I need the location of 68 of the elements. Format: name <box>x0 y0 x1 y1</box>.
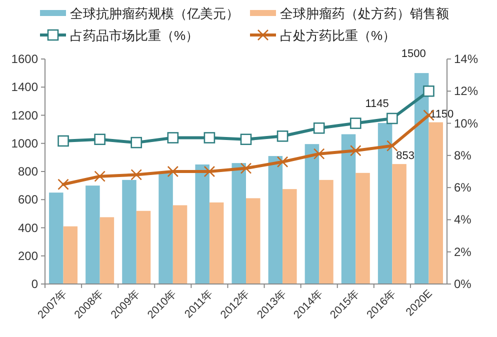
bar <box>378 122 392 284</box>
point <box>386 112 398 124</box>
legend-label: 占药品市场比重（%） <box>70 28 199 43</box>
y-tick-label: 1400 <box>11 80 38 94</box>
y2-tick-label: 0% <box>454 277 472 291</box>
point <box>313 148 325 160</box>
y2-tick-label: 6% <box>454 180 472 195</box>
bar <box>232 163 246 284</box>
bar <box>209 202 224 284</box>
bar <box>172 205 188 284</box>
point <box>423 85 434 97</box>
y-tick-label: 1200 <box>11 108 38 122</box>
point <box>167 166 179 178</box>
point <box>240 134 252 146</box>
bar <box>282 189 297 284</box>
point <box>58 178 69 190</box>
bar <box>49 192 64 284</box>
y2-tick-label: 8% <box>454 148 472 162</box>
bar <box>136 210 151 284</box>
point <box>350 118 362 129</box>
y2-tick-label: 2% <box>454 244 472 259</box>
data-label: 1500 <box>401 48 426 60</box>
y-tick-label: 400 <box>18 220 38 235</box>
point <box>94 170 106 182</box>
bar <box>268 156 283 284</box>
bar <box>63 226 78 284</box>
point <box>130 169 142 180</box>
y-tick-label: 600 <box>18 192 38 207</box>
bar <box>341 134 356 284</box>
data-label: 1150 <box>430 108 454 120</box>
y2-tick-label: 4% <box>454 212 472 227</box>
y2-tick-label: 12% <box>454 84 478 98</box>
bar <box>246 198 260 284</box>
y-tick-label: 800 <box>18 164 38 178</box>
data-label: 853 <box>396 150 414 162</box>
point <box>386 140 398 152</box>
bar <box>428 122 443 284</box>
data-label: 1145 <box>365 98 389 110</box>
bar <box>319 180 334 284</box>
legend-label: 全球抗肿瘤药规模（亿美元） <box>70 6 239 21</box>
bar <box>158 172 173 284</box>
y-tick-label: 200 <box>18 248 38 263</box>
point <box>94 134 106 146</box>
point <box>313 122 325 134</box>
y-tick-label: 1000 <box>11 136 38 150</box>
point <box>204 166 216 178</box>
point <box>276 156 288 168</box>
legend-label: 占处方药比重（%） <box>280 28 396 43</box>
point <box>58 135 69 147</box>
point <box>204 132 216 144</box>
bar <box>356 172 370 284</box>
y2-tick-label: 10% <box>454 116 478 130</box>
point <box>130 136 142 148</box>
point <box>240 162 252 174</box>
bar <box>122 180 136 284</box>
bar <box>414 73 429 284</box>
bar <box>86 186 100 284</box>
point <box>167 132 179 144</box>
legend-label: 全球肿瘤药（处方药）销售额 <box>280 6 449 21</box>
bar <box>392 164 406 284</box>
point <box>276 130 288 142</box>
y-tick-label: 1600 <box>11 52 38 66</box>
y-tick-label: 0 <box>31 277 38 291</box>
point <box>350 144 362 156</box>
bar <box>195 164 210 284</box>
y2-tick-label: 14% <box>454 52 478 66</box>
bar <box>304 144 320 284</box>
bar <box>100 217 114 284</box>
